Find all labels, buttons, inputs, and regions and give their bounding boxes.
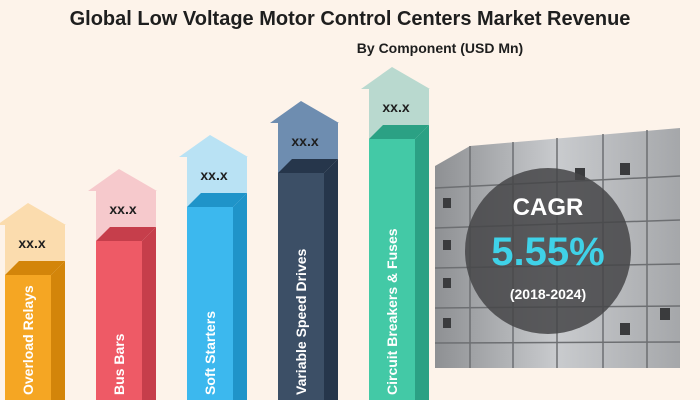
bar-side	[324, 159, 338, 400]
bar-top	[187, 193, 247, 207]
bar-arrow-head	[179, 135, 248, 207]
bar-arrow-head	[270, 101, 339, 173]
bar-value-label: xx.x	[109, 201, 136, 217]
bar-top	[96, 227, 156, 241]
bar	[187, 207, 233, 400]
bar-top	[369, 125, 429, 139]
bar-value-label: xx.x	[18, 235, 45, 251]
bar-category-label: Circuit Breakers & Fuses	[384, 228, 400, 395]
cagr-period: (2018-2024)	[509, 286, 587, 302]
bar-value-label: xx.x	[291, 133, 318, 149]
chart-title: Global Low Voltage Motor Control Centers…	[69, 8, 631, 30]
cagr-value: 5.55%	[491, 230, 605, 274]
bar-side	[142, 227, 156, 400]
bar	[96, 241, 142, 400]
bar-value-label: xx.x	[200, 167, 227, 183]
bar-arrow-head	[0, 203, 66, 275]
bar-category-label: Soft Starters	[202, 311, 218, 395]
bar-category-label: Overload Relays	[20, 285, 36, 395]
bar	[278, 173, 324, 400]
bar-arrow-head	[88, 169, 157, 241]
bar-side	[233, 193, 247, 400]
bar-side	[415, 125, 429, 400]
bar-value-label: xx.x	[382, 99, 409, 115]
cagr-badge: CAGR 5.55% (2018-2024)	[465, 168, 631, 334]
bar	[369, 139, 415, 400]
bar-category-label: Variable Speed Drives	[293, 248, 309, 395]
cagr-label: CAGR	[512, 194, 584, 221]
bar-arrow-head	[361, 67, 430, 139]
bar-side	[51, 261, 65, 400]
bar	[5, 275, 51, 400]
bar-top	[5, 261, 65, 275]
bar-top	[278, 159, 338, 173]
chart-subtitle: By Component (USD Mn)	[356, 40, 524, 56]
bar-category-label: Bus Bars	[111, 333, 127, 395]
